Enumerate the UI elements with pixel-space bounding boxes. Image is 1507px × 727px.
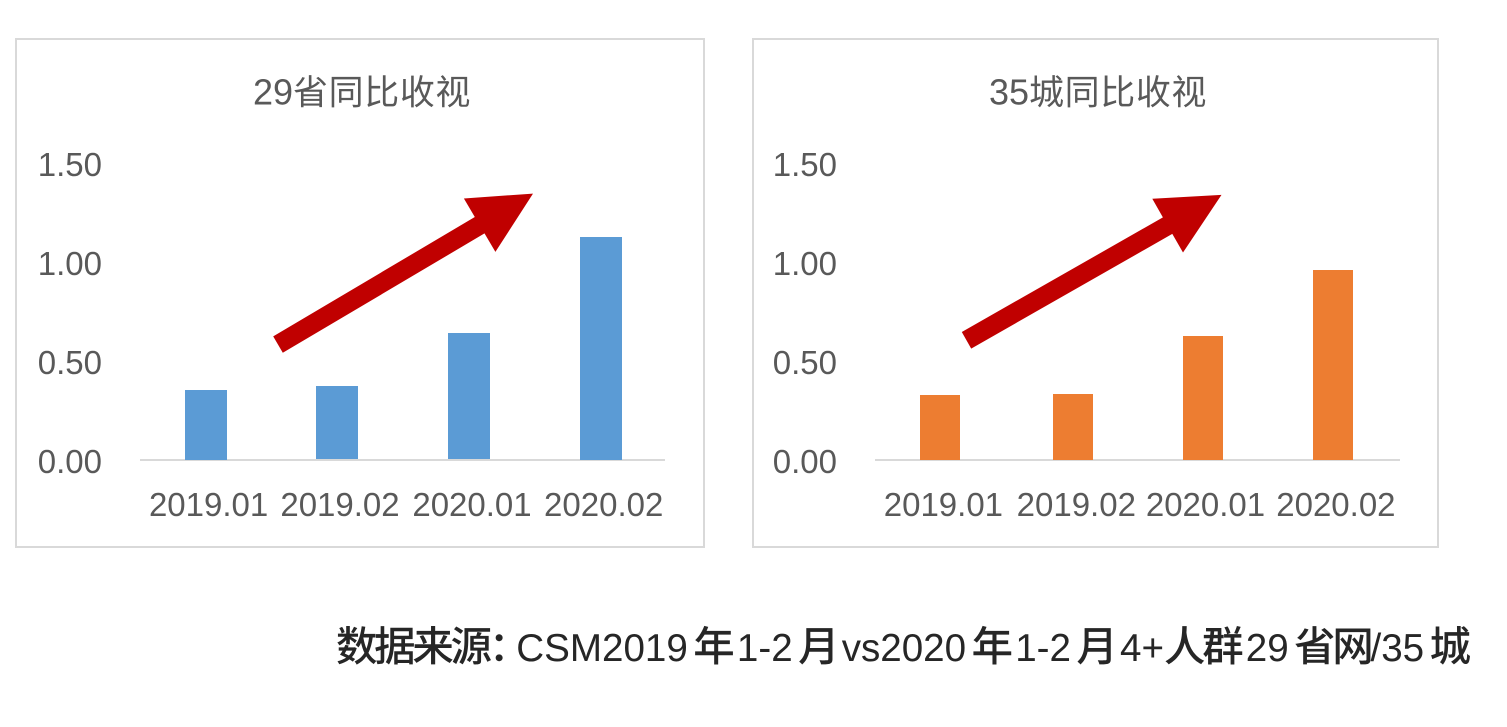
- svg-text:4+: 4+: [1120, 627, 1164, 670]
- svg-text:1-2: 1-2: [737, 627, 793, 670]
- svg-text:35: 35: [989, 72, 1029, 113]
- svg-text:CSM2019: CSM2019: [516, 627, 688, 670]
- svg-text:29: 29: [253, 72, 293, 113]
- svg-text:1-2: 1-2: [1015, 627, 1071, 670]
- svg-text:vs2020: vs2020: [842, 627, 966, 670]
- svg-text:/35: /35: [1371, 627, 1425, 670]
- svg-text:29: 29: [1246, 627, 1289, 670]
